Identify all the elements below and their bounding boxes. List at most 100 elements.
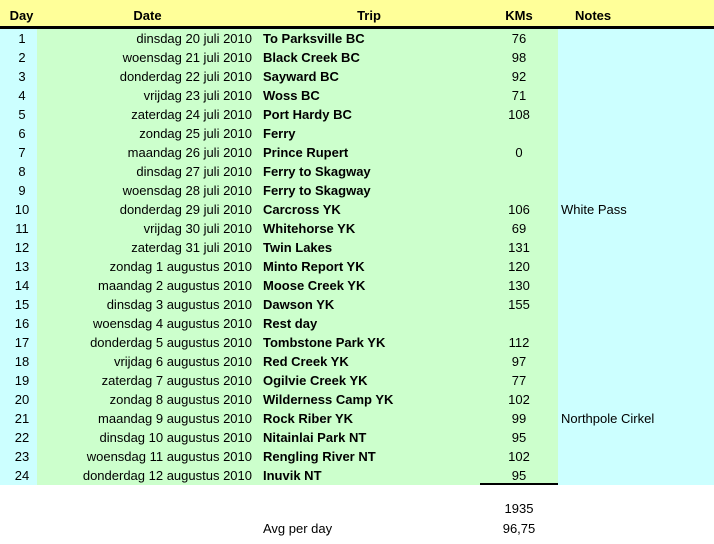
cell-kms[interactable]: 0 xyxy=(480,143,558,162)
cell-notes[interactable] xyxy=(558,352,714,371)
cell-date[interactable]: donderdag 29 juli 2010 xyxy=(37,200,258,219)
cell-day[interactable]: 14 xyxy=(0,276,37,295)
cell-date[interactable]: zondag 25 juli 2010 xyxy=(37,124,258,143)
avg-per-day-label-cell[interactable]: Avg per day xyxy=(263,521,333,536)
cell-kms[interactable]: 69 xyxy=(480,219,558,238)
cell-kms[interactable]: 130 xyxy=(480,276,558,295)
cell-day[interactable]: 5 xyxy=(0,105,37,124)
cell-date[interactable]: woensdag 11 augustus 2010 xyxy=(37,447,258,466)
cell-trip[interactable]: Ogilvie Creek YK xyxy=(258,371,480,390)
cell-kms[interactable]: 112 xyxy=(480,333,558,352)
cell-notes[interactable] xyxy=(558,276,714,295)
cell-day[interactable]: 15 xyxy=(0,295,37,314)
cell-day[interactable]: 12 xyxy=(0,238,37,257)
cell-kms[interactable]: 99 xyxy=(480,409,558,428)
cell-day[interactable]: 18 xyxy=(0,352,37,371)
cell-kms[interactable]: 102 xyxy=(480,447,558,466)
cell-notes[interactable] xyxy=(558,29,714,48)
cell-kms[interactable] xyxy=(480,162,558,181)
cell-day[interactable]: 9 xyxy=(0,181,37,200)
cell-date[interactable]: donderdag 5 augustus 2010 xyxy=(37,333,258,352)
cell-kms[interactable]: 95 xyxy=(480,466,558,485)
cell-day[interactable]: 8 xyxy=(0,162,37,181)
cell-notes[interactable] xyxy=(558,333,714,352)
cell-day[interactable]: 22 xyxy=(0,428,37,447)
column-header-kms[interactable]: KMs xyxy=(505,8,533,23)
cell-notes[interactable] xyxy=(558,466,714,485)
cell-notes[interactable] xyxy=(558,219,714,238)
cell-kms[interactable]: 98 xyxy=(480,48,558,67)
cell-notes[interactable] xyxy=(558,181,714,200)
cell-date[interactable]: zondag 1 augustus 2010 xyxy=(37,257,258,276)
cell-trip[interactable]: Carcross YK xyxy=(258,200,480,219)
cell-notes[interactable] xyxy=(558,314,714,333)
cell-kms[interactable]: 120 xyxy=(480,257,558,276)
cell-trip[interactable]: Ferry to Skagway xyxy=(258,162,480,181)
cell-trip[interactable]: Black Creek BC xyxy=(258,48,480,67)
cell-trip[interactable]: Ferry xyxy=(258,124,480,143)
cell-trip[interactable]: Rest day xyxy=(258,314,480,333)
cell-notes[interactable] xyxy=(558,428,714,447)
cell-day[interactable]: 19 xyxy=(0,371,37,390)
cell-notes[interactable] xyxy=(558,105,714,124)
cell-date[interactable]: dinsdag 27 juli 2010 xyxy=(37,162,258,181)
cell-date[interactable]: zaterdag 31 juli 2010 xyxy=(37,238,258,257)
cell-trip[interactable]: Moose Creek YK xyxy=(258,276,480,295)
total-kms-cell[interactable]: 1935 xyxy=(504,501,534,516)
cell-day[interactable]: 2 xyxy=(0,48,37,67)
cell-day[interactable]: 20 xyxy=(0,390,37,409)
cell-date[interactable]: donderdag 12 augustus 2010 xyxy=(37,466,258,485)
cell-kms[interactable]: 108 xyxy=(480,105,558,124)
cell-kms[interactable]: 106 xyxy=(480,200,558,219)
cell-trip[interactable]: Nitainlai Park NT xyxy=(258,428,480,447)
cell-date[interactable]: vrijdag 6 augustus 2010 xyxy=(37,352,258,371)
cell-trip[interactable]: Sayward BC xyxy=(258,67,480,86)
cell-day[interactable]: 6 xyxy=(0,124,37,143)
cell-notes[interactable] xyxy=(558,447,714,466)
cell-kms[interactable]: 76 xyxy=(480,29,558,48)
cell-trip[interactable]: Rock Riber YK xyxy=(258,409,480,428)
cell-date[interactable]: vrijdag 23 juli 2010 xyxy=(37,86,258,105)
cell-notes[interactable]: Northpole Cirkel xyxy=(558,409,714,428)
cell-trip[interactable]: Rengling River NT xyxy=(258,447,480,466)
column-header-trip[interactable]: Trip xyxy=(357,8,381,23)
cell-date[interactable]: woensdag 21 juli 2010 xyxy=(37,48,258,67)
cell-notes[interactable] xyxy=(558,162,714,181)
cell-kms[interactable]: 77 xyxy=(480,371,558,390)
cell-date[interactable]: woensdag 4 augustus 2010 xyxy=(37,314,258,333)
avg-per-day-value-cell[interactable]: 96,75 xyxy=(502,521,536,536)
cell-trip[interactable]: Wilderness Camp YK xyxy=(258,390,480,409)
cell-trip[interactable]: Dawson YK xyxy=(258,295,480,314)
cell-date[interactable]: zondag 8 augustus 2010 xyxy=(37,390,258,409)
column-header-date[interactable]: Date xyxy=(133,8,162,23)
cell-day[interactable]: 7 xyxy=(0,143,37,162)
cell-kms[interactable]: 71 xyxy=(480,86,558,105)
cell-day[interactable]: 3 xyxy=(0,67,37,86)
cell-trip[interactable]: Ferry to Skagway xyxy=(258,181,480,200)
cell-date[interactable]: zaterdag 24 juli 2010 xyxy=(37,105,258,124)
cell-trip[interactable]: Whitehorse YK xyxy=(258,219,480,238)
cell-day[interactable]: 10 xyxy=(0,200,37,219)
column-header-day[interactable]: Day xyxy=(9,8,34,23)
cell-day[interactable]: 1 xyxy=(0,29,37,48)
cell-notes[interactable] xyxy=(558,48,714,67)
cell-date[interactable]: dinsdag 3 augustus 2010 xyxy=(37,295,258,314)
cell-notes[interactable] xyxy=(558,390,714,409)
cell-day[interactable]: 17 xyxy=(0,333,37,352)
cell-notes[interactable] xyxy=(558,143,714,162)
cell-kms[interactable]: 92 xyxy=(480,67,558,86)
cell-date[interactable]: donderdag 22 juli 2010 xyxy=(37,67,258,86)
cell-notes[interactable] xyxy=(558,371,714,390)
cell-notes[interactable] xyxy=(558,295,714,314)
cell-day[interactable]: 23 xyxy=(0,447,37,466)
cell-notes[interactable]: White Pass xyxy=(558,200,714,219)
cell-notes[interactable] xyxy=(558,124,714,143)
cell-notes[interactable] xyxy=(558,67,714,86)
cell-kms[interactable]: 97 xyxy=(480,352,558,371)
cell-notes[interactable] xyxy=(558,86,714,105)
column-header-notes[interactable]: Notes xyxy=(575,8,612,23)
cell-date[interactable]: dinsdag 20 juli 2010 xyxy=(37,29,258,48)
cell-trip[interactable]: Tombstone Park YK xyxy=(258,333,480,352)
cell-date[interactable]: dinsdag 10 augustus 2010 xyxy=(37,428,258,447)
cell-trip[interactable]: Red Creek YK xyxy=(258,352,480,371)
